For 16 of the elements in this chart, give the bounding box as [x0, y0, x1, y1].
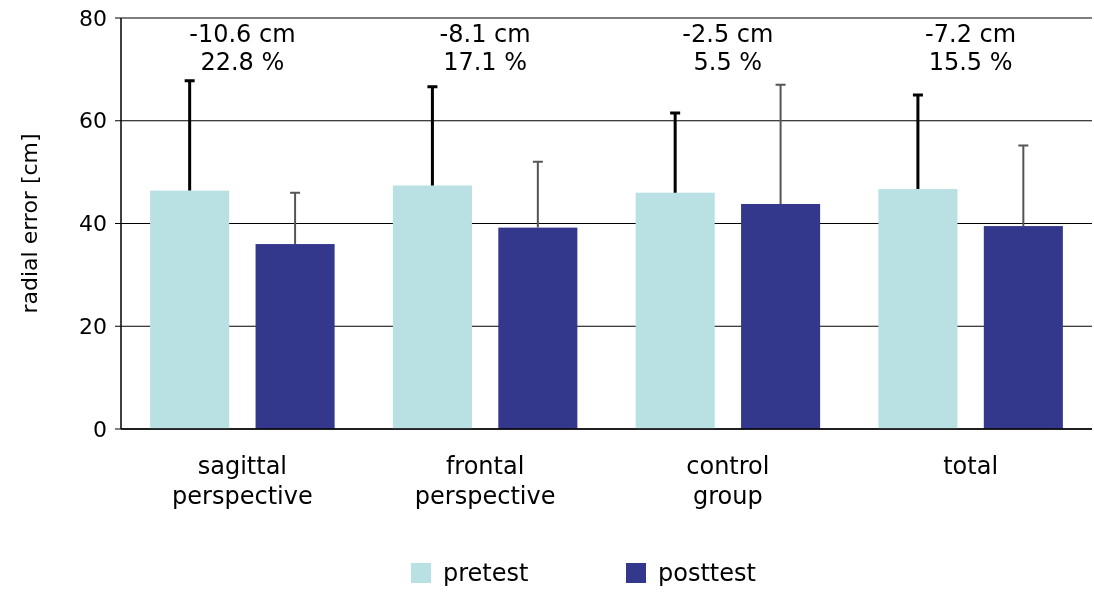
x-tick-label: frontal perspective — [414, 452, 556, 510]
legend-label: pretest — [443, 559, 529, 587]
annotation: -7.2 cm 15.5 % — [925, 20, 1017, 76]
legend-label: posttest — [658, 559, 756, 587]
x-tick-label: sagittal perspective — [172, 452, 313, 510]
y-axis-title: radial error [cm] — [16, 133, 42, 314]
annotation: -8.1 cm 17.1 % — [439, 20, 531, 76]
y-tick-label: 40 — [79, 211, 107, 237]
annotation: -2.5 cm 5.5 % — [682, 20, 774, 76]
y-tick-label: 80 — [79, 5, 107, 31]
y-tick-label: 0 — [93, 416, 107, 442]
x-tick-label: control group — [686, 452, 770, 510]
annotation: -10.6 cm 22.8 % — [189, 20, 296, 76]
y-tick-label: 20 — [79, 313, 107, 339]
x-tick-label: total — [943, 452, 999, 480]
y-tick-label: 60 — [79, 108, 107, 134]
